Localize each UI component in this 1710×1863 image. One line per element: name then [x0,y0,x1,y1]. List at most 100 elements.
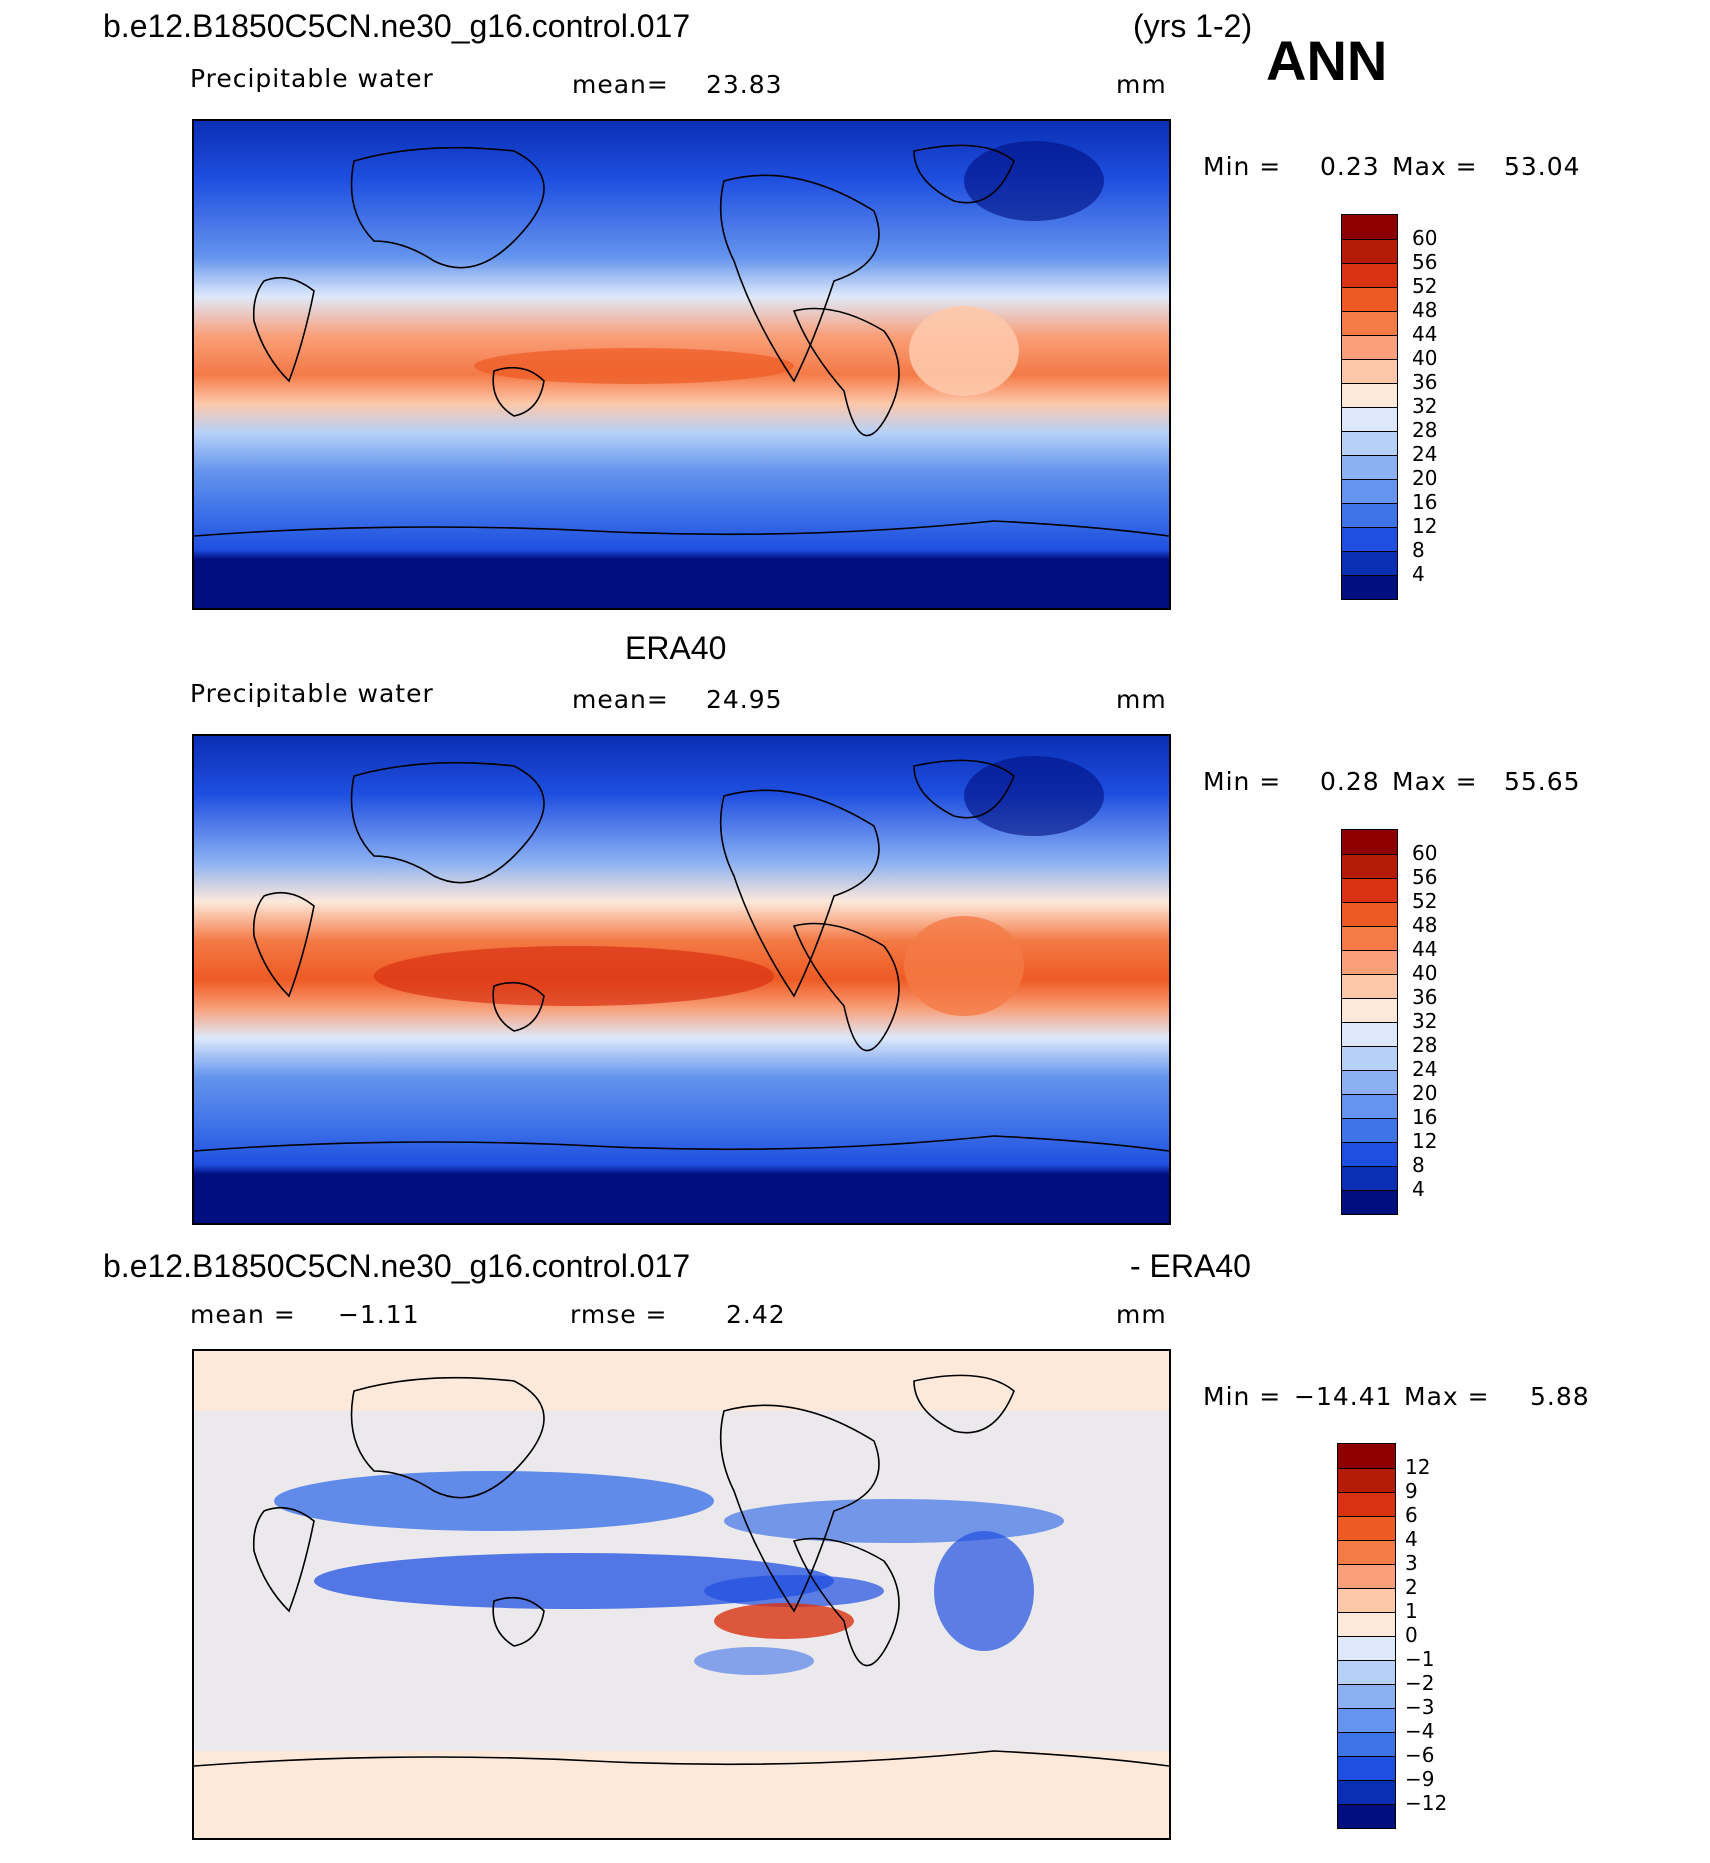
colorbar-segment [1342,575,1397,599]
colorbar-segment [1342,503,1397,527]
panel2-max-value: 55.65 [1504,767,1581,796]
colorbar-tick-label: 24 [1412,442,1438,466]
colorbar-tick-label: 8 [1412,538,1425,562]
colorbar-segment [1338,1804,1395,1828]
panel2-colorbar [1341,829,1398,1215]
panel3-title-right: - ERA40 [1130,1248,1251,1284]
colorbar-tick-label: 60 [1412,226,1438,250]
panel2-field [194,736,1169,1223]
colorbar-segment [1342,998,1397,1022]
panel3-map [192,1349,1171,1840]
panel2-mean-label: mean= [572,685,669,714]
panel2-map [192,734,1171,1225]
panel1-mean-value: 23.83 [706,70,783,99]
colorbar-segment [1338,1756,1395,1780]
colorbar-tick-label: 28 [1412,1033,1438,1057]
colorbar-tick-label: 12 [1412,514,1438,538]
colorbar-segment [1342,407,1397,431]
colorbar-tick-label: 1 [1405,1599,1418,1623]
colorbar-segment [1342,479,1397,503]
colorbar-segment [1342,1166,1397,1190]
colorbar-segment [1342,263,1397,287]
colorbar-segment [1342,974,1397,998]
panel1-colorbar [1341,214,1398,600]
colorbar-segment [1342,950,1397,974]
colorbar-tick-label: 60 [1412,841,1438,865]
season-label: ANN [1266,29,1388,92]
colorbar-segment [1342,1142,1397,1166]
panel1-min-value: 0.23 [1320,152,1380,181]
colorbar-segment [1338,1660,1395,1684]
panel3-field [194,1351,1169,1838]
colorbar-tick-label: 32 [1412,394,1438,418]
panel3-min-value: −14.41 [1294,1382,1393,1411]
panel1-units: mm [1116,70,1167,99]
colorbar-tick-label: 6 [1405,1503,1418,1527]
panel3-min-label: Min = [1203,1382,1282,1411]
panel3-max-label: Max = [1404,1382,1490,1411]
colorbar-segment [1338,1516,1395,1540]
colorbar-tick-label: −1 [1405,1647,1435,1671]
colorbar-tick-label: 4 [1412,562,1425,586]
colorbar-tick-label: 4 [1412,1177,1425,1201]
colorbar-segment [1342,287,1397,311]
panel2-units: mm [1116,685,1167,714]
colorbar-segment [1342,1118,1397,1142]
colorbar-tick-label: 48 [1412,298,1438,322]
colorbar-segment [1342,902,1397,926]
panel1-min-label: Min = [1203,152,1282,181]
colorbar-segment [1342,431,1397,455]
colorbar-tick-label: −12 [1405,1791,1448,1815]
colorbar-segment [1342,1190,1397,1214]
panel2-variable: Precipitable water [190,679,434,708]
colorbar-segment [1342,455,1397,479]
colorbar-segment [1338,1780,1395,1804]
panel3-rmse-value: 2.42 [726,1300,786,1329]
panel1-max-value: 53.04 [1504,152,1581,181]
colorbar-tick-label: −4 [1405,1719,1435,1743]
colorbar-segment [1338,1732,1395,1756]
colorbar-segment [1342,1022,1397,1046]
colorbar-tick-label: 3 [1405,1551,1418,1575]
panel3-title-left: b.e12.B1850C5CN.ne30_g16.control.017 [103,1248,691,1284]
panel3-rmse-label: rmse = [570,1300,668,1329]
panel3-mean-value: −1.11 [338,1300,420,1329]
colorbar-tick-label: 4 [1405,1527,1418,1551]
panel2-min-label: Min = [1203,767,1282,796]
colorbar-tick-label: 40 [1412,346,1438,370]
colorbar-segment [1342,383,1397,407]
colorbar-tick-label: 28 [1412,418,1438,442]
colorbar-tick-label: 16 [1412,1105,1438,1129]
colorbar-tick-label: 2 [1405,1575,1418,1599]
colorbar-segment [1338,1588,1395,1612]
colorbar-tick-label: 32 [1412,1009,1438,1033]
panel3-units: mm [1116,1300,1167,1329]
colorbar-tick-label: 16 [1412,490,1438,514]
colorbar-tick-label: −6 [1405,1743,1435,1767]
colorbar-segment [1342,359,1397,383]
years-label: (yrs 1-2) [1133,8,1253,44]
colorbar-segment [1338,1708,1395,1732]
colorbar-segment [1342,311,1397,335]
colorbar-segment [1342,215,1397,239]
colorbar-tick-label: 12 [1405,1455,1431,1479]
colorbar-tick-label: 0 [1405,1623,1418,1647]
colorbar-tick-label: 52 [1412,889,1438,913]
colorbar-tick-label: 20 [1412,1081,1438,1105]
colorbar-segment [1342,239,1397,263]
panel3-max-value: 5.88 [1530,1382,1590,1411]
colorbar-segment [1342,830,1397,854]
colorbar-tick-label: 24 [1412,1057,1438,1081]
colorbar-segment [1342,854,1397,878]
colorbar-tick-label: −2 [1405,1671,1435,1695]
colorbar-tick-label: 56 [1412,250,1438,274]
colorbar-segment [1338,1492,1395,1516]
colorbar-tick-label: 36 [1412,985,1438,1009]
colorbar-segment [1342,335,1397,359]
colorbar-segment [1342,1094,1397,1118]
panel2-mean-value: 24.95 [706,685,783,714]
colorbar-tick-label: 8 [1412,1153,1425,1177]
panel1-max-label: Max = [1392,152,1478,181]
panel2-title: ERA40 [625,630,727,666]
colorbar-segment [1338,1636,1395,1660]
